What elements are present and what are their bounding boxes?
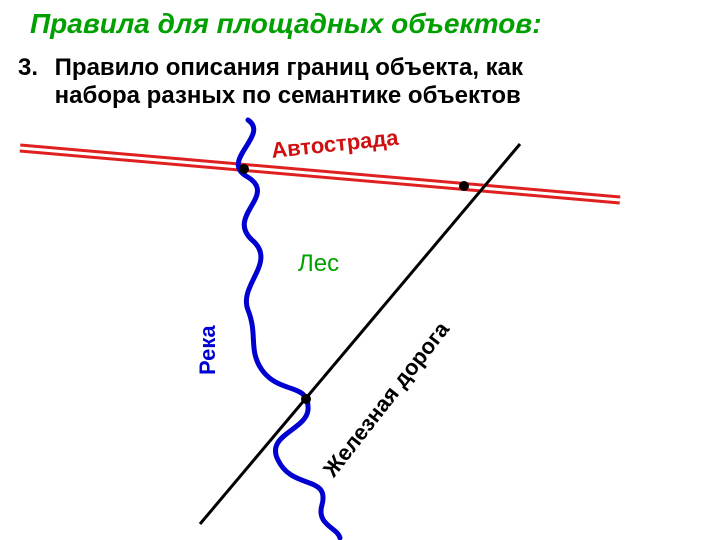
label-forest: Лес [298, 250, 339, 278]
node-1 [459, 181, 469, 191]
diagram-canvas: Правила для площадных объектов: 3. Прави… [0, 0, 720, 540]
label-river: Река [195, 325, 221, 375]
railroad-line [200, 144, 520, 524]
river-path [238, 120, 340, 538]
map-svg [0, 0, 720, 540]
node-2 [301, 394, 311, 404]
node-0 [239, 164, 249, 174]
label-forest-text: Лес [298, 250, 339, 277]
label-river-text: Река [195, 325, 220, 375]
